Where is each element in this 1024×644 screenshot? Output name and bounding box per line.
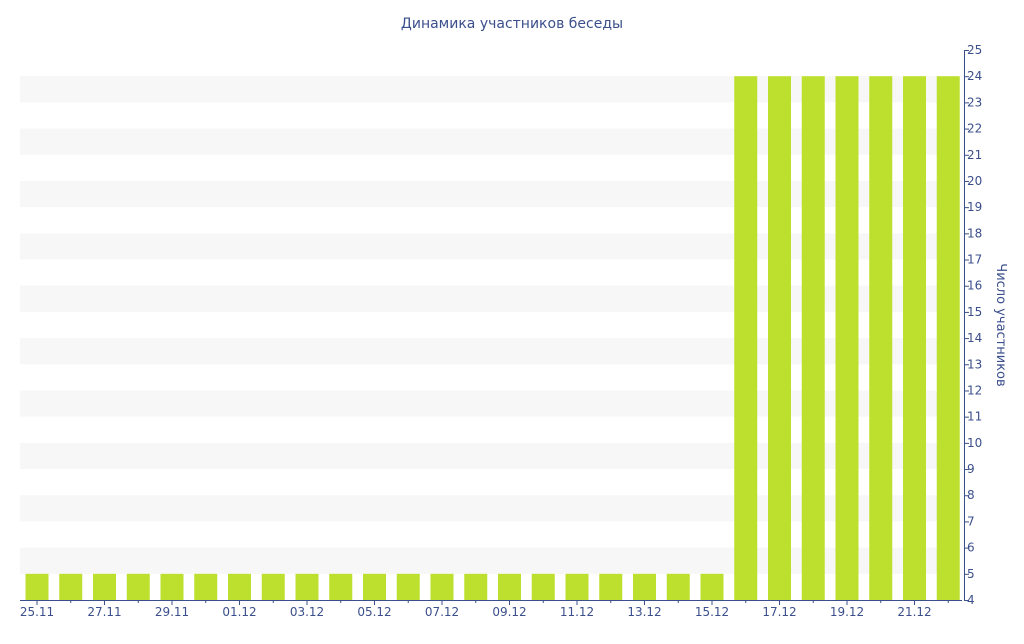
x-tick-label: 19.12	[830, 605, 864, 619]
bar	[59, 573, 83, 600]
x-tick-label: 25.11	[20, 605, 54, 619]
y-axis-label: Число участников	[993, 263, 1008, 386]
y-tick-label: 18	[967, 226, 982, 240]
x-tick-label: 01.12	[222, 605, 256, 619]
y-tick-label: 7	[967, 514, 975, 528]
y-tick-label: 14	[967, 331, 982, 345]
bar	[261, 573, 285, 600]
y-tick-label: 4	[967, 593, 975, 607]
bar	[835, 76, 859, 600]
y-tick-label: 25	[967, 43, 982, 57]
x-tick-label: 09.12	[492, 605, 526, 619]
bar	[565, 573, 589, 600]
y-tick-label: 22	[967, 122, 982, 136]
y-tick-label: 11	[967, 410, 982, 424]
bar	[396, 573, 420, 600]
y-tick-label: 5	[967, 567, 975, 581]
chart-title: Динамика участников беседы	[401, 16, 623, 32]
bar	[666, 573, 690, 600]
y-tick-label: 6	[967, 541, 975, 555]
y-axis: 4 5 6 7 8 9 10 11 12 13 14 15 16 17 18 19 20 21 22 23 24 25	[964, 43, 982, 607]
x-tick-label: 15.12	[695, 605, 729, 619]
bar	[228, 573, 251, 600]
x-tick-label: 21.12	[897, 605, 931, 619]
y-tick-label: 13	[967, 357, 982, 371]
y-tick-label: 17	[967, 253, 982, 267]
y-tick-label: 12	[967, 383, 982, 397]
x-tick-label: 29.11	[155, 605, 189, 619]
bar	[700, 573, 724, 600]
y-tick-label: 20	[967, 174, 982, 188]
y-tick-label: 23	[967, 95, 982, 109]
x-axis: 25.11 27.11 29.11 01.12 03.12 05.12 07.12 09.12…	[20, 600, 962, 619]
bar	[430, 573, 454, 600]
bar	[329, 573, 353, 600]
y-tick-label: 21	[967, 148, 982, 162]
x-tick-label: 13.12	[627, 605, 661, 619]
bar	[633, 573, 656, 600]
bar	[869, 76, 893, 600]
y-tick-label: 19	[967, 200, 982, 214]
x-tick-label: 03.12	[290, 605, 324, 619]
bar	[498, 573, 521, 600]
x-tick-label: 17.12	[762, 605, 796, 619]
x-tick-label: 11.12	[560, 605, 594, 619]
bar	[464, 573, 488, 600]
bar	[25, 573, 49, 600]
bar	[160, 573, 184, 600]
x-tick-label: 27.11	[87, 605, 121, 619]
y-tick-label: 16	[967, 279, 982, 293]
bar	[295, 573, 319, 600]
y-tick-label: 10	[967, 436, 982, 450]
y-tick-label: 8	[967, 488, 975, 502]
y-tick-label: 9	[967, 462, 975, 476]
x-tick-label: 05.12	[357, 605, 391, 619]
bar	[801, 76, 825, 600]
bar	[363, 573, 386, 600]
bar	[531, 573, 555, 600]
bar	[936, 76, 960, 600]
bar	[734, 76, 758, 600]
bar	[599, 573, 623, 600]
bar	[768, 76, 791, 600]
y-tick-label: 24	[967, 69, 982, 83]
bar	[93, 573, 116, 600]
bars	[25, 76, 960, 600]
y-tick-label: 15	[967, 305, 982, 319]
bar	[126, 573, 150, 600]
bar	[903, 76, 926, 600]
x-tick-label: 07.12	[425, 605, 459, 619]
bar	[194, 573, 218, 600]
